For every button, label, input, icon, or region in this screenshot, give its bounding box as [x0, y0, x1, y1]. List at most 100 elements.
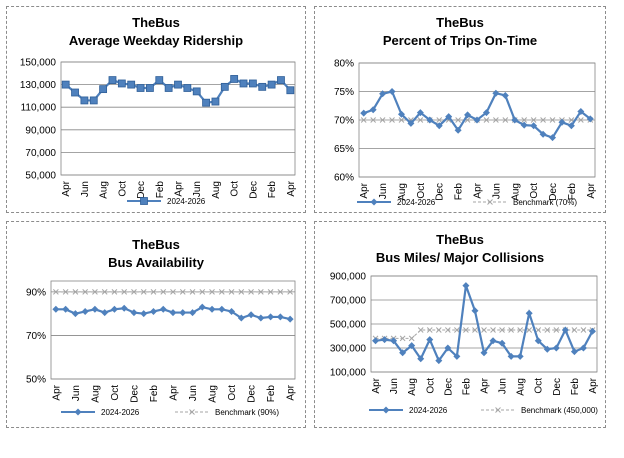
benchmark-series: [53, 289, 293, 295]
chart-title: TheBus: [132, 15, 180, 30]
data-point: [586, 115, 594, 123]
data-point: [169, 309, 177, 317]
benchmark-point: [277, 289, 284, 295]
y-tick-label: 110,000: [21, 103, 57, 114]
x-tick-label: Feb: [267, 181, 278, 199]
benchmark-point: [92, 289, 98, 295]
data-point: [416, 109, 424, 117]
benchmark-point: [463, 327, 469, 333]
x-tick-label: Feb: [454, 183, 465, 201]
data-point: [108, 76, 117, 84]
x-tick-label: Apr: [286, 384, 297, 400]
data-point: [379, 90, 387, 98]
data-point: [267, 80, 276, 89]
data-point: [192, 87, 201, 96]
benchmark-point: [101, 289, 108, 295]
data-point: [247, 311, 255, 319]
plot-area: [60, 61, 296, 176]
x-tick-label: Apr: [480, 377, 491, 393]
y-tick-label: 50,000: [25, 171, 56, 182]
data-point: [507, 352, 515, 360]
data-point: [267, 313, 275, 321]
legend-entry: 2024-2026: [127, 197, 206, 206]
benchmark-point: [521, 117, 528, 123]
data-point: [381, 336, 389, 344]
benchmark-point: [472, 327, 478, 333]
benchmark-point: [426, 327, 433, 333]
data-point: [444, 344, 452, 352]
chart-title: TheBus: [132, 237, 180, 252]
benchmark-point: [490, 327, 496, 333]
data-point: [276, 313, 284, 321]
x-tick-label: Dec: [552, 378, 563, 396]
data-point: [445, 113, 453, 121]
data-point: [101, 309, 109, 317]
x-tick-label: Jun: [188, 385, 199, 401]
benchmark-point: [580, 327, 587, 333]
x-tick-label: Apr: [359, 182, 370, 198]
data-point: [382, 406, 390, 414]
availability-line-chart: 90% 70% 50% Apr Jun Aug Oct Dec Feb Apr Jun Aug Oct D…: [26, 280, 297, 417]
benchmark-point: [436, 117, 443, 123]
data-point: [561, 326, 569, 334]
data-point: [80, 96, 89, 105]
data-point: [146, 84, 154, 92]
data-point: [230, 75, 239, 83]
benchmark-point: [248, 289, 254, 295]
x-tick-label: Aug: [99, 181, 110, 199]
x-tick-label: Jun: [71, 385, 82, 401]
y-tick-label: 90,000: [25, 125, 56, 136]
chart-title: TheBus: [436, 232, 484, 247]
plot-area: [50, 280, 296, 380]
benchmark-point: [535, 327, 542, 333]
data-point: [471, 307, 479, 315]
x-tick-label: Feb: [570, 378, 581, 396]
data-point: [117, 79, 126, 88]
y-tick-label: 50%: [26, 375, 46, 386]
data-point: [435, 122, 443, 130]
legend-entry: Benchmark (70%): [473, 198, 577, 207]
x-tick-label: Jun: [491, 183, 502, 199]
data-point: [482, 109, 490, 117]
ridership-chart-panel: TheBus Average Weekday Ridership 150,000…: [6, 6, 306, 213]
y-tick-label: 75%: [334, 87, 354, 98]
data-point: [91, 305, 99, 313]
data-point: [52, 305, 60, 313]
data-point: [539, 130, 547, 138]
x-tick-label: Apr: [51, 384, 62, 400]
data-series: [360, 88, 594, 142]
data-point: [81, 307, 89, 315]
collisions-line-chart: 900,000 700,000 500,000 300,000 100,000 Apr Ju…: [330, 272, 599, 416]
benchmark-point: [360, 117, 367, 123]
x-tick-label: Apr: [473, 182, 484, 198]
x-tick-label: Feb: [149, 385, 160, 403]
data-point: [71, 88, 79, 97]
y-tick-label: 80%: [334, 59, 354, 70]
data-point: [454, 126, 462, 134]
legend-label: 2024-2026: [167, 197, 206, 206]
data-point: [110, 305, 118, 313]
legend-entry: 2024-2026: [369, 406, 448, 415]
x-tick-label: Dec: [129, 385, 140, 403]
legend-label: Benchmark (450,000): [521, 406, 598, 415]
x-tick-label: Aug: [397, 183, 408, 201]
benchmark-point: [495, 407, 501, 413]
data-point: [426, 336, 434, 344]
data-point: [136, 84, 145, 92]
legend-label: 2024-2026: [397, 198, 436, 207]
data-point: [543, 345, 551, 353]
data-point: [127, 80, 136, 89]
data-point: [579, 344, 587, 352]
x-tick-label: Dec: [136, 181, 147, 199]
availability-chart-panel: TheBus Bus Availability 90% 70% 50% Apr Jun A…: [6, 221, 306, 428]
benchmark-point: [526, 327, 533, 333]
benchmark-point: [267, 289, 274, 295]
data-point: [286, 86, 295, 95]
benchmark-point: [238, 289, 245, 295]
x-tick-label: Apr: [61, 180, 72, 196]
benchmark-point: [189, 409, 195, 415]
y-tick-label: 70,000: [25, 148, 56, 159]
x-tick-label: Dec: [435, 183, 446, 201]
data-point: [130, 309, 138, 317]
on-time-line-chart: 80% 75% 70% 65% 60% Apr Jun Aug Oct Dec Feb Apr Jun A…: [334, 59, 597, 208]
